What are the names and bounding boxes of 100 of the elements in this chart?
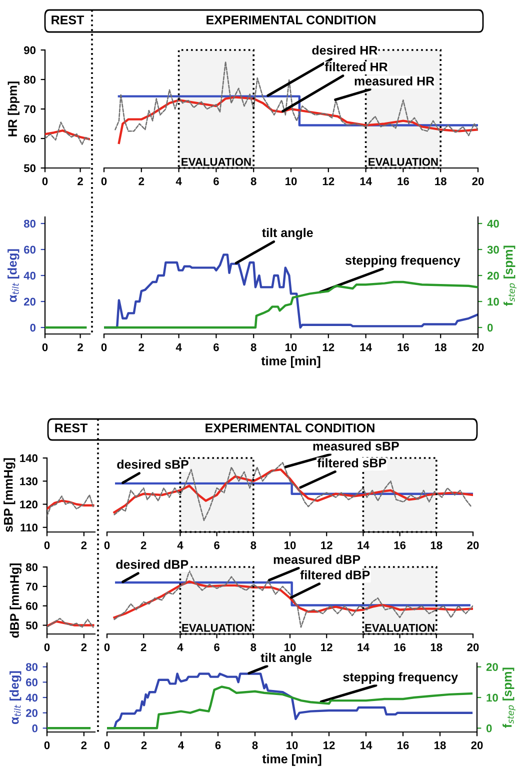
x-tick-label: 0 — [104, 741, 110, 750]
x-tick-label: 16 — [394, 643, 406, 652]
y-tick-label: 50 — [26, 622, 38, 630]
x-tick-label: 12 — [321, 643, 332, 652]
x-tick-label: 2 — [81, 541, 87, 550]
y-tick-label: 40 — [26, 694, 38, 702]
text: EXPERIMENTAL CONDITION — [206, 424, 374, 432]
y-tick-label: 140 — [20, 454, 38, 462]
x-tick-label: 0 — [42, 177, 48, 186]
x-tick-label: 14 — [358, 643, 370, 652]
line-series — [47, 494, 94, 516]
annotation: filtered HR — [324, 62, 388, 72]
y-tick-label: 80 — [26, 663, 38, 671]
y-tick-label: 60 — [24, 134, 36, 143]
annotation: desired dBP — [116, 560, 188, 569]
x-tick-label: 2 — [78, 177, 83, 186]
x-tick-label: 14 — [360, 177, 372, 186]
y-tick-label: 70 — [26, 582, 38, 591]
x-tick-label: 8 — [250, 177, 256, 186]
x-tick-label: 20 — [472, 177, 484, 186]
x-tick-label: 0 — [104, 643, 110, 652]
x-tick-label: 12 — [322, 177, 334, 186]
x-tick-label: 20 — [471, 741, 483, 750]
band-label: EVALUATION — [365, 624, 434, 632]
x-tick-label: 2 — [81, 643, 87, 652]
y-tick-label: 60 — [26, 678, 38, 686]
x-tick-label: 18 — [435, 343, 446, 352]
x-tick-label: 4 — [176, 177, 182, 186]
x-tick-label: 12 — [324, 741, 335, 750]
x-tick-label: 18 — [430, 541, 442, 550]
y-tick-label: 70 — [24, 105, 36, 114]
y2-tick-label: 10 — [486, 694, 498, 702]
x-tick-label: 6 — [214, 177, 219, 186]
y-tick-label: 80 — [26, 563, 38, 572]
x-tick-label: 0 — [101, 343, 107, 352]
x-tick-label: 16 — [398, 343, 409, 352]
y-tick-label: 80 — [24, 76, 36, 84]
text: EXPERIMENTAL CONDITION — [206, 16, 376, 24]
y2-tick-label: 20 — [486, 663, 498, 671]
y-tick-label: 40 — [24, 272, 36, 280]
x-tick-label: 8 — [250, 643, 256, 652]
x-tick-label: 0 — [104, 541, 110, 550]
x-tick-label: 2 — [140, 643, 146, 652]
x-tick-label: 0 — [44, 741, 50, 750]
annotation: measured dBP — [274, 554, 360, 564]
x-tick-label: 16 — [398, 741, 409, 750]
annotation: measured HR — [354, 76, 434, 86]
y-tick-label: 50 — [24, 164, 36, 172]
y2-tick-label: 30 — [487, 246, 499, 254]
x-tick-label: 12 — [322, 343, 334, 352]
x-tick-label: 0 — [44, 541, 50, 550]
x-tick-label: 16 — [398, 177, 409, 186]
annotation: stepping frequency — [345, 256, 460, 268]
x-tick-label: 18 — [434, 741, 446, 750]
annotation: tilt angle — [260, 652, 312, 665]
y-tick-label: 0 — [32, 724, 38, 732]
y2-tick-label: 10 — [488, 298, 499, 306]
x-tick-label: 18 — [435, 177, 446, 186]
x-tick-label: 4 — [178, 741, 184, 750]
y2-axis-title: f$_{step}$ [spm] — [504, 246, 516, 306]
x-tick-label: 8 — [252, 741, 258, 750]
y2-tick-label: 20 — [487, 272, 499, 280]
x-tick-label: 4 — [177, 541, 184, 550]
x-tick-label: 2 — [138, 343, 144, 352]
annotation: stepping frequency — [343, 672, 458, 684]
x-tick-label: 6 — [215, 741, 221, 750]
y-axis-title: HR [bpm] — [8, 82, 20, 136]
y2-tick-label: 0 — [487, 324, 493, 332]
line-series — [47, 618, 94, 628]
band-label: EVALUATION — [182, 158, 251, 166]
x-tick-label: 20 — [472, 343, 484, 352]
y2-axis-title: f$_{step}$ [spm] — [502, 668, 516, 728]
x-tick-label: 10 — [284, 541, 296, 550]
x-tick-label: 20 — [467, 541, 479, 550]
text: REST — [52, 16, 84, 24]
band-label: EVALUATION — [368, 158, 438, 166]
x-tick-label: 6 — [214, 343, 219, 352]
x-tick-label: 4 — [177, 643, 184, 652]
y-tick-label: 0 — [30, 324, 36, 332]
x-tick-label: 12 — [321, 541, 332, 550]
x-axis-title: time [min] — [261, 356, 320, 368]
x-tick-label: 20 — [467, 643, 479, 652]
y-tick-label: 20 — [26, 709, 38, 717]
x-tick-label: 2 — [81, 741, 87, 750]
x-tick-label: 2 — [78, 343, 83, 352]
y-axis-title: sBP [mmHg] — [4, 458, 16, 532]
x-tick-label: 18 — [430, 643, 442, 652]
x-tick-label: 6 — [214, 643, 220, 652]
x-tick-label: 8 — [250, 541, 256, 550]
y-axis-title: dBP [mmHg] — [10, 563, 22, 638]
y-tick-label: 120 — [20, 500, 38, 508]
annotation: desired HR — [312, 45, 378, 55]
y-tick-label: 130 — [20, 477, 38, 486]
x-tick-label: 2 — [140, 541, 146, 550]
band-label: EVALUATION — [182, 624, 252, 632]
x-axis-title: time [min] — [262, 754, 322, 766]
x-tick-label: 10 — [286, 343, 297, 352]
line-series — [47, 500, 94, 510]
annotation: filtered sBP — [317, 458, 386, 468]
y-tick-label: 20 — [24, 298, 36, 306]
